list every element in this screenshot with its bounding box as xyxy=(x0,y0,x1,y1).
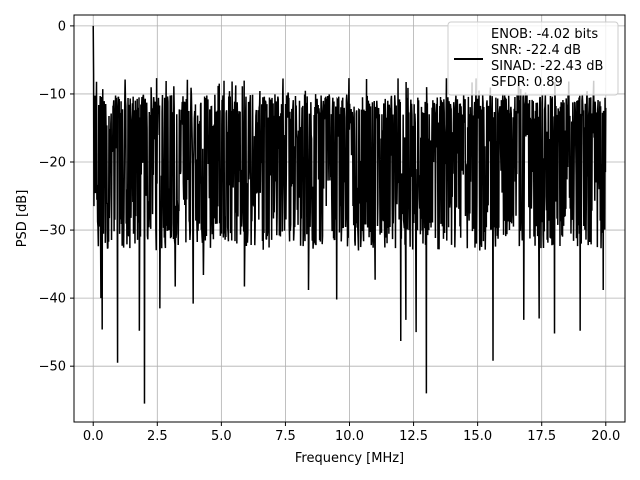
legend-entry-enob: ENOB: -4.02 bits xyxy=(491,27,598,42)
legend-entry-sfdr: SFDR: 0.89 xyxy=(491,75,563,90)
x-tick-label: 15.0 xyxy=(463,429,492,444)
legend-entry-sinad: SINAD: -22.43 dB xyxy=(491,59,603,74)
x-tick-label: 17.5 xyxy=(527,429,556,444)
y-tick-label: −30 xyxy=(39,224,66,239)
psd-series-line xyxy=(92,25,607,404)
y-tick-label: −50 xyxy=(39,360,66,375)
y-axis-ticks: 0 −10 −20 −30 −40 −50 xyxy=(39,19,74,375)
x-tick-label: 2.5 xyxy=(147,429,168,444)
x-tick-label: 10.0 xyxy=(335,429,364,444)
legend-box xyxy=(447,21,619,96)
x-tick-label: 20.0 xyxy=(591,429,620,444)
y-tick-label: 0 xyxy=(58,19,66,34)
x-axis-ticks: 0.0 2.5 5.0 7.5 10.0 12.5 15.0 17.5 20.0 xyxy=(83,422,620,444)
legend: ENOB: -4.02 bits SNR: -22.4 dB SINAD: -2… xyxy=(447,21,619,96)
y-tick-label: −20 xyxy=(39,156,66,171)
x-tick-label: 5.0 xyxy=(211,429,232,444)
x-tick-label: 0.0 xyxy=(83,429,104,444)
y-axis-title: PSD [dB] xyxy=(15,190,30,248)
x-tick-label: 12.5 xyxy=(399,429,428,444)
series-layer xyxy=(92,25,607,404)
legend-entry-snr: SNR: -22.4 dB xyxy=(491,43,581,58)
x-axis-title: Frequency [MHz] xyxy=(295,451,404,466)
y-tick-label: −10 xyxy=(39,87,66,102)
y-tick-label: −40 xyxy=(39,292,66,307)
x-tick-label: 7.5 xyxy=(275,429,296,444)
